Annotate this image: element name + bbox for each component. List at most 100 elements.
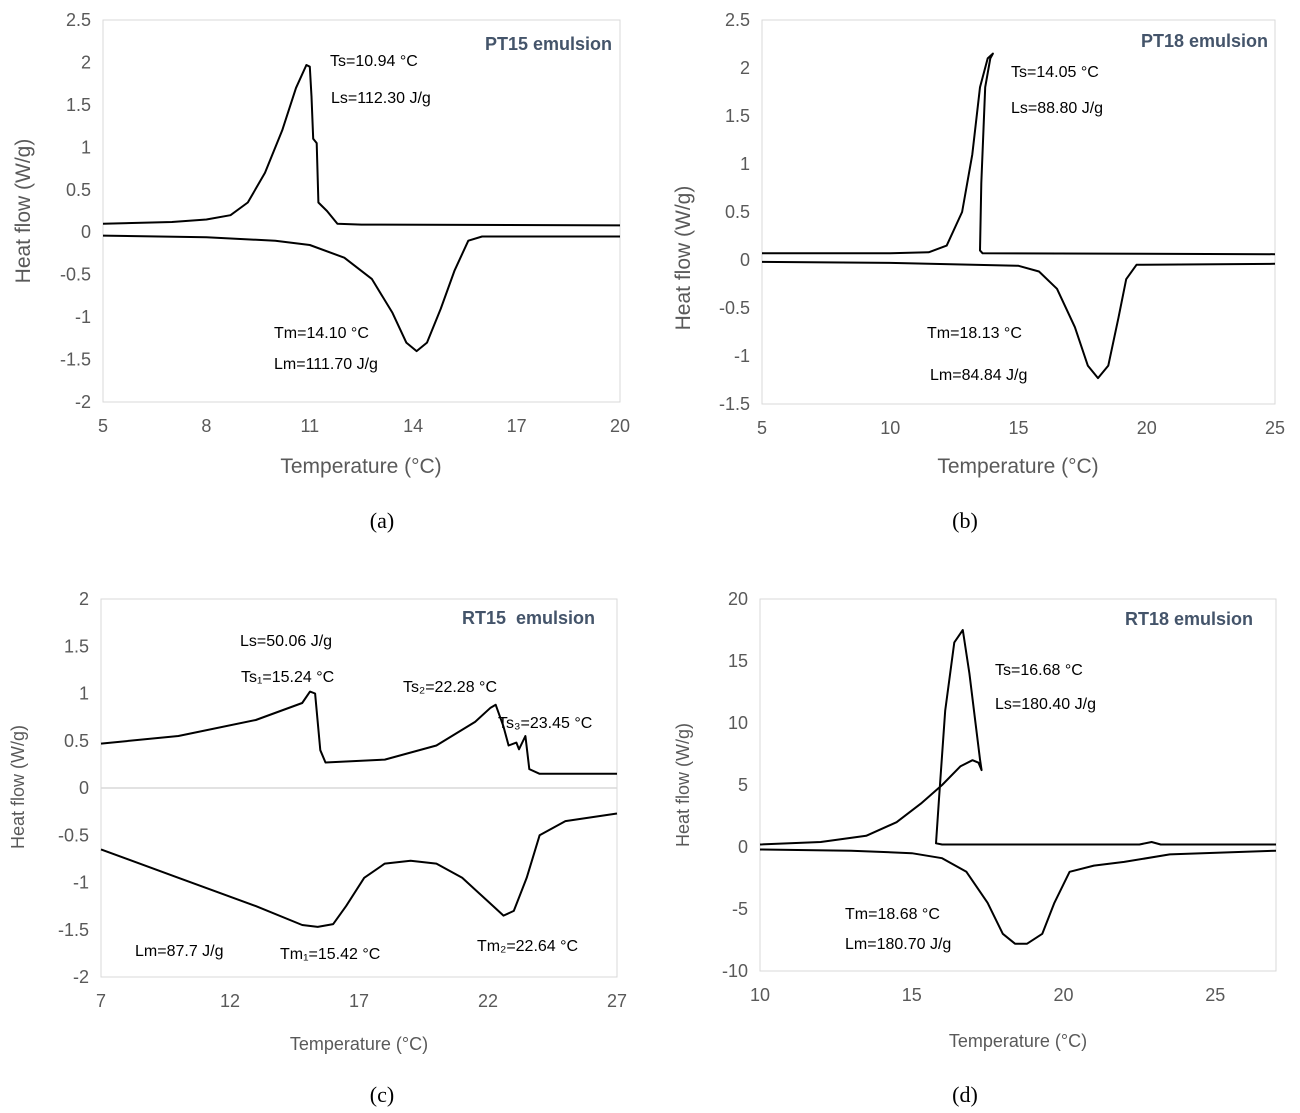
x-axis-ticks: 5 10 15 20 25 — [757, 418, 1285, 438]
annotation-ls: Ls=180.40 J/g — [995, 696, 1096, 713]
x-tick-label: 10 — [880, 418, 900, 438]
annotation-ls: Ls=50.06 J/g — [240, 633, 332, 650]
series-curves — [759, 629, 1277, 945]
x-tick-label: 7 — [96, 991, 106, 1011]
x-tick-label: 17 — [349, 991, 369, 1011]
y-tick-label: -10 — [722, 961, 748, 981]
plot-area-frame — [761, 19, 1276, 405]
y-tick-label: 10 — [728, 713, 748, 733]
x-axis-ticks: 10 15 20 25 — [750, 985, 1225, 1005]
x-tick-label: 8 — [201, 416, 211, 436]
x-axis-title: Temperature (°C) — [280, 455, 441, 478]
y-tick-label: 0.5 — [725, 202, 750, 222]
y-axis-title: Heat flow (W/g) — [672, 186, 695, 331]
y-tick-label: 20 — [728, 589, 748, 609]
y-tick-label: 1.5 — [64, 636, 89, 656]
annotation-lm: Lm=180.70 J/g — [845, 936, 951, 953]
y-axis-title: Heat flow (W/g) — [8, 725, 28, 849]
y-tick-label: -0.5 — [719, 298, 750, 318]
annotation-ts2: Ts₂=22.28 °C — [403, 679, 497, 696]
y-axis-ticks: -10 -5 0 5 10 15 20 — [722, 589, 748, 981]
y-tick-label: 0.5 — [66, 180, 91, 200]
y-tick-label: 0.5 — [64, 731, 89, 751]
x-tick-label: 27 — [607, 991, 627, 1011]
x-tick-label: 15 — [1008, 418, 1028, 438]
y-tick-label: -1.5 — [719, 394, 750, 414]
x-tick-label: 5 — [98, 416, 108, 436]
panel-label: (b) — [952, 508, 978, 533]
y-tick-label: 1 — [79, 684, 89, 704]
annotation-lm: Lm=111.70 J/g — [274, 356, 378, 373]
y-tick-label: 15 — [728, 651, 748, 671]
annotation-tm: Tm=18.68 °C — [845, 906, 940, 923]
solidification-curve — [102, 64, 621, 227]
x-tick-label: 15 — [902, 985, 922, 1005]
solidification-curve — [759, 629, 1276, 846]
y-tick-label: 0 — [81, 222, 91, 242]
y-tick-label: 5 — [738, 775, 748, 795]
x-tick-label: 25 — [1205, 985, 1225, 1005]
y-tick-label: -1.5 — [60, 350, 91, 370]
y-tick-label: -2 — [75, 392, 91, 412]
series-curves — [100, 690, 618, 928]
annotation-ls: Ls=112.30 J/g — [331, 90, 431, 107]
annotation-ts: Ts=10.94 °C — [330, 53, 418, 70]
x-tick-label: 12 — [220, 991, 240, 1011]
annotation-ls: Ls=88.80 J/g — [1011, 100, 1103, 117]
x-axis-title: Temperature (°C) — [949, 1031, 1087, 1051]
y-tick-label: -2 — [73, 967, 89, 987]
annotation-lm: Lm=84.84 J/g — [930, 367, 1027, 384]
annotation-tm2: Tm₂=22.64 °C — [477, 938, 578, 955]
annotation-lm: Lm=87.7 J/g — [135, 943, 224, 960]
x-tick-label: 20 — [1054, 985, 1074, 1005]
melting-curve — [102, 234, 620, 353]
chart-title: PT18 emulsion — [1141, 31, 1268, 51]
y-tick-label: 0 — [740, 250, 750, 270]
panel-label: (a) — [370, 508, 394, 533]
x-tick-label: 22 — [478, 991, 498, 1011]
x-tick-label: 5 — [757, 418, 767, 438]
solidification-curve — [762, 52, 1276, 256]
x-tick-label: 20 — [1137, 418, 1157, 438]
chart-panel-a: -2 -1.5 -1 -0.5 0 0.5 1 1.5 2 2.5 5 8 11 14 17 20 PT15… — [12, 10, 630, 533]
series-curves — [761, 52, 1276, 380]
x-axis-title: Temperature (°C) — [937, 455, 1098, 478]
y-tick-label: -1 — [734, 346, 750, 366]
x-tick-label: 10 — [750, 985, 770, 1005]
annotation-tm: Tm=14.10 °C — [274, 325, 369, 342]
y-axis-ticks: -2 -1.5 -1 -0.5 0 0.5 1 1.5 2 2.5 — [60, 10, 91, 412]
y-tick-label: 2 — [79, 589, 89, 609]
annotation-ts1: Ts₁=15.24 °C — [241, 669, 334, 686]
y-tick-label: 1 — [81, 137, 91, 157]
x-axis-ticks: 7 12 17 22 27 — [96, 991, 627, 1011]
y-tick-label: 0 — [738, 837, 748, 857]
series-curves — [102, 64, 621, 353]
y-axis-ticks: -2 -1.5 -1 -0.5 0 0.5 1 1.5 2 — [58, 589, 89, 987]
chart-title: PT15 emulsion — [485, 34, 612, 54]
x-tick-label: 17 — [507, 416, 527, 436]
annotation-ts: Ts=14.05 °C — [1011, 64, 1099, 81]
y-tick-label: 1.5 — [66, 95, 91, 115]
y-tick-label: -0.5 — [60, 265, 91, 285]
y-tick-label: 0 — [79, 778, 89, 798]
chart-title: RT15 emulsion — [462, 608, 595, 628]
solidification-curve — [100, 690, 617, 775]
y-axis-title: Heat flow (W/g) — [673, 723, 693, 847]
annotation-ts: Ts=16.68 °C — [995, 662, 1083, 679]
y-tick-label: 1 — [740, 154, 750, 174]
y-axis-ticks: -1.5 -1 -0.5 0 0.5 1 1.5 2 2.5 — [719, 10, 750, 414]
y-tick-label: -1 — [75, 307, 91, 327]
annotation-tm: Tm=18.13 °C — [927, 325, 1022, 342]
y-tick-label: -1 — [73, 873, 89, 893]
y-tick-label: 2.5 — [725, 10, 750, 30]
melting-curve — [759, 848, 1277, 945]
panel-label: (c) — [370, 1082, 394, 1107]
x-tick-label: 11 — [300, 416, 319, 436]
y-tick-label: 2 — [740, 58, 750, 78]
x-axis-ticks: 5 8 11 14 17 20 — [98, 416, 630, 436]
panel-label: (d) — [952, 1082, 978, 1107]
x-tick-label: 20 — [610, 416, 630, 436]
chart-panel-d: -10 -5 0 5 10 15 20 10 15 20 25 RT18 emulsion Ts=… — [673, 589, 1277, 1107]
chart-title: RT18 emulsion — [1125, 609, 1253, 629]
